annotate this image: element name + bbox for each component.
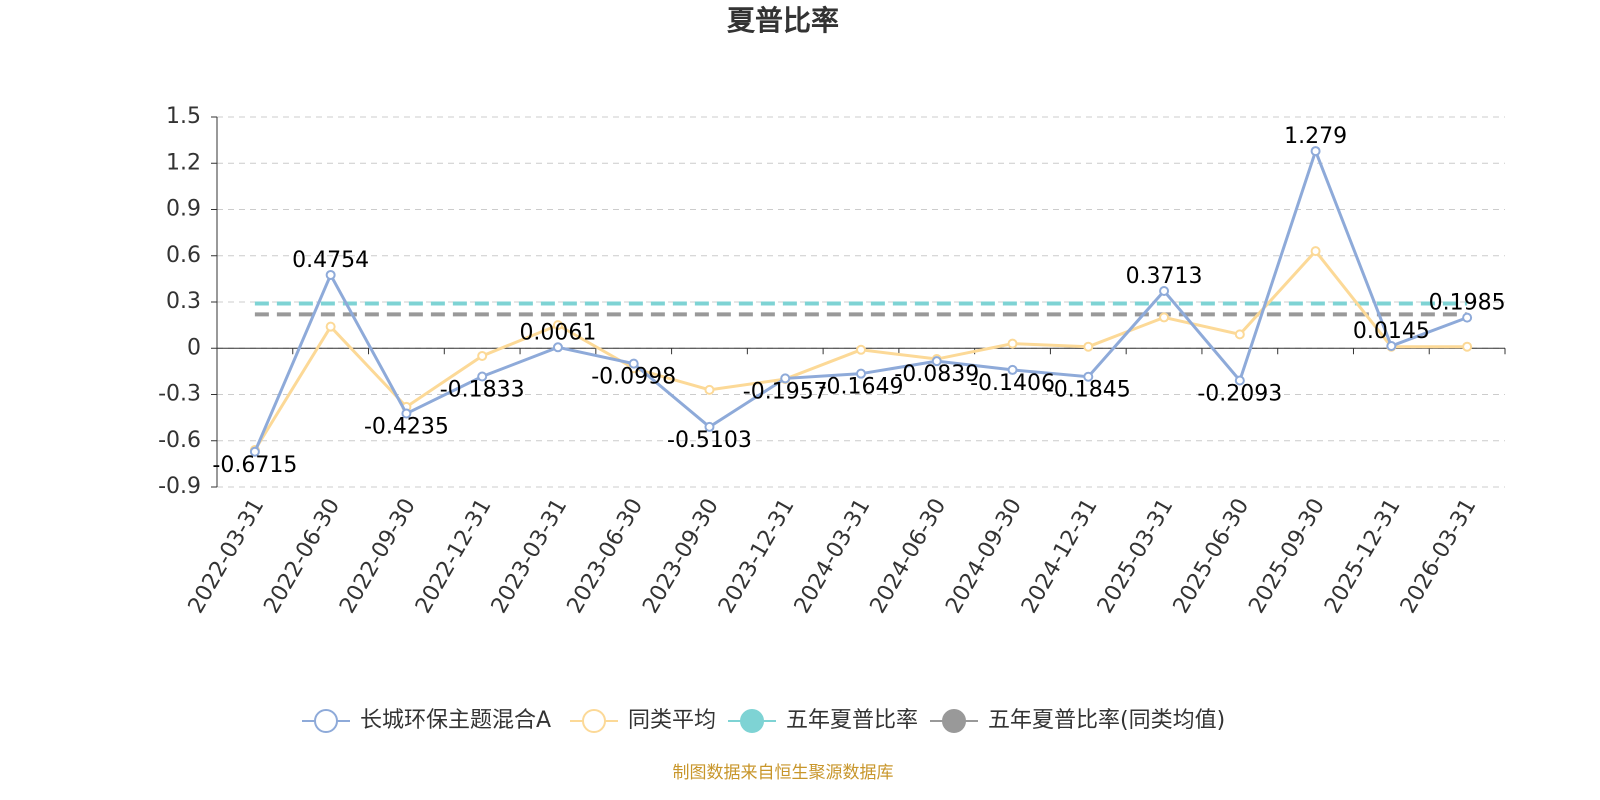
point xyxy=(704,384,715,395)
point xyxy=(325,269,336,280)
legend-label: 五年夏普比率 xyxy=(786,708,918,733)
y-tick-label: 0.9 xyxy=(166,197,201,222)
x-tick-label: 2025-09-30 xyxy=(1244,495,1330,618)
point xyxy=(1083,341,1094,352)
point xyxy=(1310,246,1321,257)
x-tick-label: 2024-06-30 xyxy=(866,494,952,617)
data-label: -0.1957 xyxy=(743,379,828,404)
data-label: 1.279 xyxy=(1284,124,1347,149)
x-tick-label: 2022-03-31 xyxy=(184,495,270,618)
point xyxy=(249,446,260,457)
y-tick-label: -0.3 xyxy=(158,382,201,407)
point xyxy=(1007,338,1018,349)
x-tick-label: 2023-09-30 xyxy=(638,495,724,618)
x-tick-label: 2025-12-31 xyxy=(1320,495,1406,618)
y-tick-label: 1.5 xyxy=(166,104,201,129)
legend-marker xyxy=(942,709,966,733)
legend-marker xyxy=(582,709,606,733)
point xyxy=(931,356,942,367)
point xyxy=(325,321,336,332)
point xyxy=(1159,286,1170,297)
y-tick-label: 0 xyxy=(187,335,201,360)
data-label: -0.0839 xyxy=(894,362,979,387)
point xyxy=(856,344,866,355)
legend-marker xyxy=(314,709,338,733)
point xyxy=(1234,329,1245,340)
point xyxy=(552,320,563,331)
x-tick-label: 2024-12-31 xyxy=(1017,495,1103,618)
point xyxy=(1462,312,1473,323)
point xyxy=(1310,146,1321,157)
point xyxy=(856,368,866,379)
data-label: -0.1833 xyxy=(440,378,525,403)
point xyxy=(477,350,488,361)
legend-label: 长城环保主题混合A xyxy=(360,708,551,733)
series-line xyxy=(253,146,1468,453)
data-label: -0.2093 xyxy=(1197,382,1282,407)
data-label: 0.3713 xyxy=(1126,264,1203,289)
point xyxy=(628,358,639,369)
legend-label: 同类平均 xyxy=(628,708,716,733)
y-tick-label: 0.3 xyxy=(166,289,201,314)
x-tick-label: 2022-12-31 xyxy=(411,495,497,618)
x-tick-label: 2023-03-31 xyxy=(487,495,573,618)
data-label: -0.5103 xyxy=(667,428,752,453)
x-tick-label: 2022-09-30 xyxy=(335,494,421,617)
data-label: -0.1649 xyxy=(819,375,904,400)
point xyxy=(1007,364,1018,375)
y-tick-label: 0.6 xyxy=(166,243,201,268)
x-tick-label: 2024-09-30 xyxy=(941,495,1027,618)
point xyxy=(704,421,715,432)
point xyxy=(1083,371,1094,382)
y-tick-label: -0.6 xyxy=(158,428,201,453)
point xyxy=(1159,312,1170,323)
point xyxy=(477,371,488,382)
data-label: 0.1985 xyxy=(1429,291,1506,316)
data-label: 0.4754 xyxy=(292,248,369,273)
point xyxy=(780,373,791,384)
legend-label: 五年夏普比率(同类均值) xyxy=(988,708,1225,733)
point xyxy=(1234,375,1245,386)
point xyxy=(552,342,563,353)
data-label: 0.0145 xyxy=(1353,319,1430,344)
x-tick-label: 2022-06-30 xyxy=(259,495,345,618)
source-note: 制图数据来自恒生聚源数据库 xyxy=(673,763,894,783)
data-label: 0.0061 xyxy=(519,320,596,345)
chart-title: 夏普比率 xyxy=(727,4,839,37)
data-label: -0.1845 xyxy=(1046,378,1131,403)
point xyxy=(1386,341,1397,352)
point xyxy=(401,408,412,419)
data-label: -0.1406 xyxy=(970,371,1055,396)
x-tick-label: 2023-12-31 xyxy=(714,495,800,618)
x-tick-label: 2026-03-31 xyxy=(1396,495,1482,618)
data-label: -0.4235 xyxy=(364,415,449,440)
y-tick-label: -0.9 xyxy=(158,474,201,499)
data-label: -0.6715 xyxy=(212,453,297,478)
x-tick-label: 2025-06-30 xyxy=(1169,495,1255,618)
x-tick-label: 2023-06-30 xyxy=(563,495,649,618)
point xyxy=(1462,341,1473,352)
x-tick-label: 2024-03-31 xyxy=(790,495,876,618)
data-label: -0.0998 xyxy=(591,365,676,390)
y-tick-label: 1.2 xyxy=(166,150,201,175)
x-tick-label: 2025-03-31 xyxy=(1093,495,1179,618)
legend-marker xyxy=(740,709,764,733)
